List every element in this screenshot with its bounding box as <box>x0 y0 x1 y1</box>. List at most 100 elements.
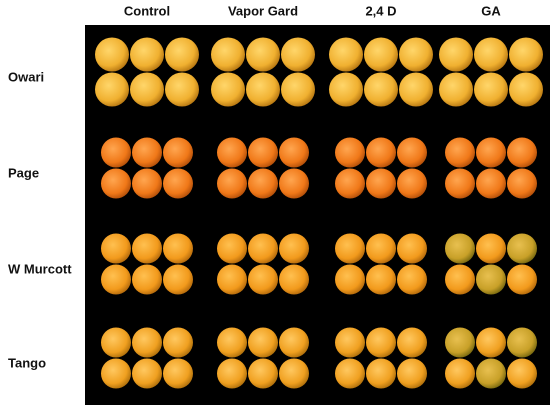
fruit <box>101 327 131 358</box>
fruit <box>130 72 164 107</box>
column-label: Control <box>124 3 170 18</box>
fruit <box>246 72 280 107</box>
fruit <box>397 137 427 168</box>
fruit <box>248 137 278 168</box>
fruit <box>132 137 162 168</box>
fruit <box>101 137 131 168</box>
fruit <box>211 72 245 107</box>
row-label: Owari <box>8 69 44 84</box>
fruit <box>476 327 506 358</box>
fruit <box>474 37 508 72</box>
fruit <box>366 137 396 168</box>
row-label: Tango <box>8 355 46 370</box>
fruit <box>279 264 309 295</box>
fruit <box>507 168 537 199</box>
fruit <box>397 233 427 264</box>
fruit <box>281 72 315 107</box>
fruit <box>335 264 365 295</box>
fruit <box>476 137 506 168</box>
fruit <box>217 358 247 389</box>
fruit <box>445 168 475 199</box>
fruit <box>101 233 131 264</box>
fruit <box>279 327 309 358</box>
fruit <box>217 327 247 358</box>
fruit <box>165 37 199 72</box>
fruit <box>366 168 396 199</box>
fruit <box>439 72 473 107</box>
fruit <box>507 327 537 358</box>
fruit <box>509 37 543 72</box>
fruit <box>366 327 396 358</box>
fruit <box>476 358 506 389</box>
fruit <box>507 137 537 168</box>
fruit <box>507 358 537 389</box>
row-label: W Murcott <box>8 261 72 276</box>
fruit <box>509 72 543 107</box>
fruit <box>279 233 309 264</box>
fruit <box>163 137 193 168</box>
fruit <box>507 233 537 264</box>
fruit <box>329 72 363 107</box>
fruit <box>281 37 315 72</box>
column-label: GA <box>481 3 501 18</box>
fruit <box>445 327 475 358</box>
fruit <box>445 137 475 168</box>
fruit <box>279 137 309 168</box>
fruit <box>163 264 193 295</box>
fruit <box>101 358 131 389</box>
fruit <box>246 37 280 72</box>
fruit <box>476 168 506 199</box>
fruit <box>95 37 129 72</box>
fruit <box>439 37 473 72</box>
fruit <box>248 168 278 199</box>
fruit <box>335 358 365 389</box>
fruit <box>397 358 427 389</box>
fruit <box>366 233 396 264</box>
fruit <box>132 327 162 358</box>
fruit <box>132 264 162 295</box>
fruit <box>217 264 247 295</box>
fruit <box>132 233 162 264</box>
fruit <box>248 327 278 358</box>
fruit <box>163 233 193 264</box>
fruit <box>217 168 247 199</box>
fruit <box>248 233 278 264</box>
fruit <box>366 358 396 389</box>
fruit <box>279 168 309 199</box>
fruit <box>366 264 396 295</box>
fruit <box>474 72 508 107</box>
column-label: Vapor Gard <box>228 3 298 18</box>
fruit <box>507 264 537 295</box>
fruit <box>329 37 363 72</box>
column-label: 2,4 D <box>365 3 396 18</box>
fruit <box>397 264 427 295</box>
fruit <box>399 37 433 72</box>
fruit <box>248 264 278 295</box>
fruit <box>445 233 475 264</box>
fruit <box>165 72 199 107</box>
fruit <box>445 358 475 389</box>
fruit <box>364 72 398 107</box>
fruit <box>248 358 278 389</box>
fruit <box>163 168 193 199</box>
fruit <box>163 327 193 358</box>
fruit <box>279 358 309 389</box>
fruit <box>163 358 193 389</box>
fruit <box>132 168 162 199</box>
fruit <box>101 264 131 295</box>
row-label: Page <box>8 165 39 180</box>
fruit <box>445 264 475 295</box>
fruit <box>130 37 164 72</box>
fruit <box>335 137 365 168</box>
fruit <box>364 37 398 72</box>
fruit <box>335 168 365 199</box>
fruit <box>211 37 245 72</box>
fruit <box>335 327 365 358</box>
fruit <box>101 168 131 199</box>
fruit <box>335 233 365 264</box>
fruit <box>217 137 247 168</box>
fruit <box>397 168 427 199</box>
fruit <box>397 327 427 358</box>
